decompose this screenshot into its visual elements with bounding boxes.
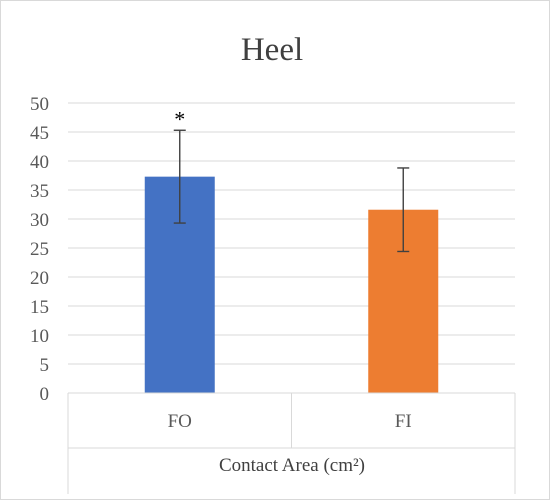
y-tick-label: 50 (30, 94, 49, 115)
y-tick-label: 20 (30, 268, 49, 289)
y-tick-label: 15 (30, 297, 49, 318)
y-tick-label: 45 (30, 123, 49, 144)
chart-title: Heel (241, 32, 303, 68)
y-tick-label: 0 (40, 384, 50, 405)
x-tick-label: FO (168, 411, 192, 432)
x-axis: FO FI (67, 392, 516, 494)
y-axis-tick-labels: 0 5 10 15 20 25 30 35 40 45 50 (30, 94, 49, 405)
x-axis-title: Contact Area (cm²) (219, 455, 365, 476)
y-tick-label: 35 (30, 181, 49, 202)
gridlines (68, 102, 515, 365)
y-tick-label: 25 (30, 239, 49, 260)
y-tick-label: 30 (30, 210, 49, 231)
x-tick-label: FI (395, 411, 412, 432)
y-tick-label: 40 (30, 152, 49, 173)
annotations: * (174, 106, 185, 131)
bars (144, 176, 439, 393)
significance-marker: * (174, 106, 185, 131)
error-bars (173, 129, 410, 253)
y-tick-label: 5 (40, 355, 50, 376)
y-tick-label: 10 (30, 326, 49, 347)
